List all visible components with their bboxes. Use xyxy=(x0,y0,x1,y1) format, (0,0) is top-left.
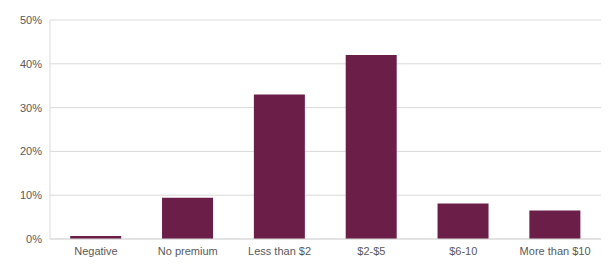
svg-text:40%: 40% xyxy=(20,58,42,70)
svg-text:30%: 30% xyxy=(20,102,42,114)
svg-text:Less than $2: Less than $2 xyxy=(248,245,311,257)
svg-text:50%: 50% xyxy=(20,14,42,26)
svg-text:$2-$5: $2-$5 xyxy=(357,245,385,257)
svg-text:More than $10: More than $10 xyxy=(520,245,591,257)
svg-text:No premium: No premium xyxy=(158,245,218,257)
svg-text:20%: 20% xyxy=(20,145,42,157)
svg-text:10%: 10% xyxy=(20,189,42,201)
svg-text:Negative: Negative xyxy=(74,245,117,257)
svg-text:$6-10: $6-10 xyxy=(449,245,477,257)
svg-text:0%: 0% xyxy=(26,233,42,245)
